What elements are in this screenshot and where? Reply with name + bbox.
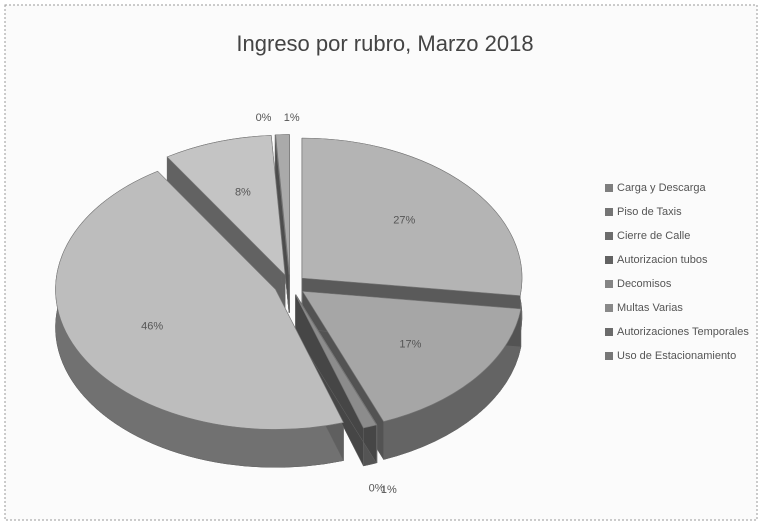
legend-label: Decomisos: [617, 278, 672, 290]
legend-label: Uso de Estacionamiento: [617, 350, 736, 362]
pie-slice: [275, 134, 290, 275]
legend-label: Multas Varias: [617, 302, 683, 314]
pie-tops: [55, 134, 523, 430]
pie-slice: [274, 134, 290, 275]
data-label: 8%: [235, 186, 251, 198]
legend-swatch: [605, 328, 613, 336]
legend-swatch: [605, 256, 613, 264]
pie-slice: [302, 291, 522, 422]
pie-slice: [55, 170, 344, 430]
chart-title: Ingreso por rubro, Marzo 2018: [236, 31, 533, 56]
legend-swatch: [605, 304, 613, 312]
pie-slice: [295, 294, 377, 429]
legend-swatch: [605, 184, 613, 192]
data-label: 1%: [284, 112, 300, 124]
data-label: 27%: [393, 215, 415, 227]
pie-slice: [301, 137, 523, 296]
legend-swatch: [605, 232, 613, 240]
legend-swatch: [605, 280, 613, 288]
legend-label: Piso de Taxis: [617, 206, 682, 218]
data-label: 0%: [369, 482, 385, 494]
legend-label: Carga y Descarga: [617, 182, 707, 194]
data-label: 17%: [399, 338, 421, 350]
data-label: 1%: [381, 484, 397, 496]
legend-label: Autorizacion tubos: [617, 254, 708, 266]
pie-slice: [166, 135, 286, 276]
pie-slice: [295, 294, 378, 425]
data-label: 0%: [256, 112, 272, 124]
legend-swatch: [605, 208, 613, 216]
legend-swatch: [605, 352, 613, 360]
legend-label: Autorizaciones Temporales: [617, 326, 749, 338]
legend-label: Cierre de Calle: [617, 230, 690, 242]
data-label: 46%: [141, 320, 163, 332]
